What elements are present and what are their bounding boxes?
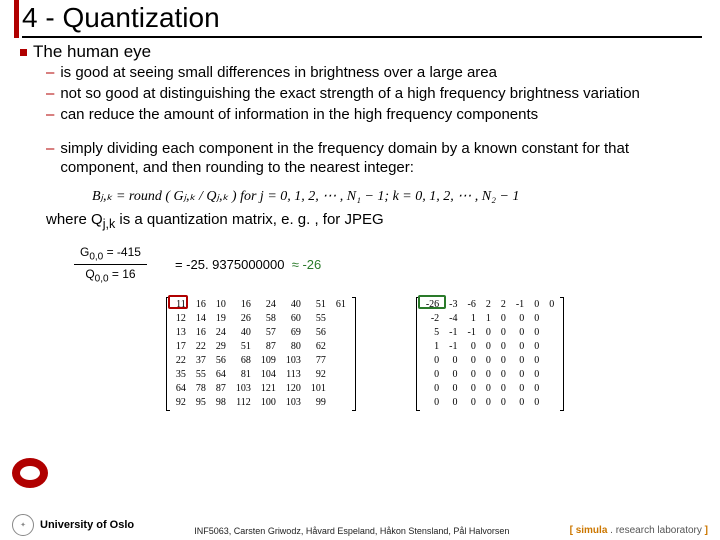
example-calc: G0,0 = -415 Q0,0 = 16 = -25. 9375000000 … xyxy=(74,245,710,285)
where-line: where Qj,k is a quantization matrix, e. … xyxy=(46,211,710,231)
red-ring-icon xyxy=(12,458,48,488)
q-highlight-box xyxy=(168,295,188,309)
b-matrix: -26-3-622-100-2-4110005-1-100001-1000000… xyxy=(416,297,564,411)
title-accent-bar xyxy=(14,0,19,38)
simula-name: simula xyxy=(576,525,608,536)
dash-bullet-icon: – xyxy=(46,140,54,159)
example-fraction: G0,0 = -415 Q0,0 = 16 xyxy=(74,245,147,285)
b-highlight-box xyxy=(418,295,446,309)
sub-item: can reduce the amount of information in … xyxy=(60,106,538,125)
quantization-formula: Bⱼ,ₖ = round ( Gⱼ,ₖ / Qⱼ,ₖ ) for j = 0, … xyxy=(92,188,710,205)
square-bullet-icon xyxy=(20,49,27,56)
q-sub: 0,0 xyxy=(95,274,109,285)
simula-logo: [ simula . research laboratory ] xyxy=(570,525,708,536)
sub-list: –is good at seeing small differences in … xyxy=(46,64,710,205)
q-label: Q xyxy=(85,267,94,281)
sub-item: not so good at distinguishing the exact … xyxy=(60,85,640,104)
g-label: G xyxy=(80,245,89,259)
simula-lab: . research laboratory xyxy=(607,525,704,536)
g-sub: 0,0 xyxy=(89,251,103,262)
slide-footer: ✦ University of Oslo INF5063, Carsten Gr… xyxy=(0,514,720,536)
dash-bullet-icon: – xyxy=(46,85,54,104)
result-rounded: ≈ -26 xyxy=(292,257,322,272)
g-value: = -415 xyxy=(103,245,141,259)
sub-item: simply dividing each component in the fr… xyxy=(60,140,710,178)
sub-item: is good at seeing small differences in b… xyxy=(60,64,497,83)
result-decimal: = -25. 9375000000 xyxy=(175,257,285,272)
slide-body: The human eye –is good at seeing small d… xyxy=(20,42,710,411)
where-sub: j,k xyxy=(103,217,116,231)
university-block: ✦ University of Oslo xyxy=(12,514,134,536)
slide-title: 4 - Quantization xyxy=(22,2,702,38)
university-name: University of Oslo xyxy=(40,519,134,531)
where-post: is a quantization matrix, e. g. , for JP… xyxy=(115,211,383,228)
bullet-text: The human eye xyxy=(33,42,151,62)
uio-seal-icon: ✦ xyxy=(12,514,34,536)
q-value: = 16 xyxy=(109,267,136,281)
dash-bullet-icon: – xyxy=(46,106,54,125)
course-credits: INF5063, Carsten Griwodz, Håvard Espelan… xyxy=(194,526,509,536)
dash-bullet-icon: – xyxy=(46,64,54,83)
q-matrix: 1116101624405161121419265860551316244057… xyxy=(166,297,356,411)
where-pre: where Q xyxy=(46,211,103,228)
example-result: = -25. 9375000000 ≈ -26 xyxy=(175,257,321,272)
simula-bracket-r: ] xyxy=(705,525,708,536)
matrices-row: 1116101624405161121419265860551316244057… xyxy=(20,297,710,411)
bullet-row: The human eye xyxy=(20,42,710,62)
